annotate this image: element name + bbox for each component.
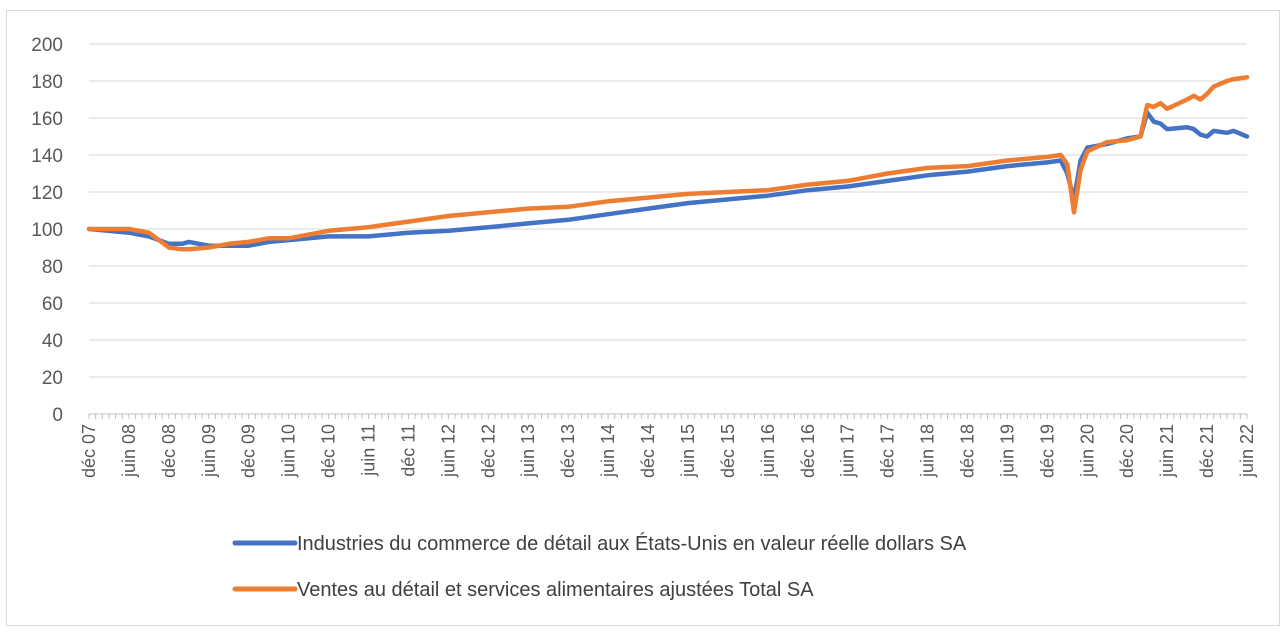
y-tick-label: 80 [42, 257, 63, 278]
x-axis: déc 07 juin 08 déc 08 juin 09 déc 09 juin 10 d… [79, 413, 1257, 478]
x-tick-label: déc 13 [558, 424, 578, 478]
x-tick-label: déc 18 [957, 424, 977, 478]
x-tick-label: déc 10 [319, 424, 339, 478]
y-tick-label: 20 [42, 368, 63, 389]
y-tick-label: 200 [31, 35, 63, 56]
x-tick-label: déc 12 [478, 424, 498, 478]
x-tick-label: déc 14 [638, 424, 658, 478]
x-tick-label: juin 14 [598, 424, 618, 478]
x-tick-label: déc 15 [718, 424, 738, 478]
y-tick-label: 180 [31, 72, 63, 93]
legend-entry-1: Industries du commerce de détail aux Éta… [232, 532, 967, 555]
x-tick-label: juin 08 [119, 424, 139, 478]
legend-entry-2: Ventes au détail et services alimentaire… [232, 579, 814, 601]
y-tick-label: 60 [42, 294, 63, 315]
y-tick-label: 120 [31, 183, 63, 204]
series-line-2 [86, 75, 1250, 252]
x-tick-label: déc 16 [798, 424, 818, 478]
x-tick-label: juin 10 [279, 424, 299, 478]
x-tick-label: juin 22 [1237, 424, 1257, 478]
legend-label-1: Industries du commerce de détail aux Éta… [297, 532, 967, 555]
y-tick-label: 100 [31, 220, 63, 241]
x-tick-label: déc 11 [398, 424, 418, 477]
x-tick-label: juin 17 [838, 424, 858, 478]
y-tick-label: 140 [31, 146, 63, 167]
x-tick-label: juin 20 [1077, 424, 1097, 478]
x-tick-label: juin 15 [678, 424, 698, 478]
series-line-1 [86, 110, 1250, 248]
y-tick-label: 0 [52, 405, 63, 426]
x-tick-label: juin 16 [758, 424, 778, 478]
line-chart: 0 20 40 60 80 100 120 140 160 180 200 déc 07 juin 0… [31, 35, 1257, 601]
legend: Industries du commerce de détail aux Éta… [232, 532, 967, 601]
gridlines [89, 43, 1247, 378]
legend-label-2: Ventes au détail et services alimentaire… [297, 579, 814, 601]
x-tick-label: juin 18 [918, 424, 938, 478]
y-tick-label: 40 [42, 331, 63, 352]
x-tick-label: juin 11 [359, 424, 379, 477]
y-axis-ticks: 0 20 40 60 80 100 120 140 160 180 200 [31, 35, 63, 426]
x-tick-label: déc 09 [239, 424, 259, 478]
x-tick-label: juin 09 [199, 424, 219, 478]
x-tick-label: juin 19 [997, 424, 1017, 478]
x-tick-label: déc 19 [1037, 424, 1057, 478]
x-tick-label: déc 20 [1117, 424, 1137, 478]
series-lines [86, 75, 1250, 252]
x-tick-label: juin 12 [438, 424, 458, 478]
x-tick-label: déc 07 [79, 424, 99, 478]
y-tick-label: 160 [31, 109, 63, 130]
x-tick-label: déc 21 [1197, 424, 1217, 478]
chart-frame: 0 20 40 60 80 100 120 140 160 180 200 déc 07 juin 0… [6, 10, 1280, 626]
x-tick-label: juin 21 [1157, 424, 1177, 478]
x-tick-label: juin 13 [518, 424, 538, 478]
x-tick-label: déc 17 [878, 424, 898, 478]
x-tick-label: déc 08 [159, 424, 179, 478]
